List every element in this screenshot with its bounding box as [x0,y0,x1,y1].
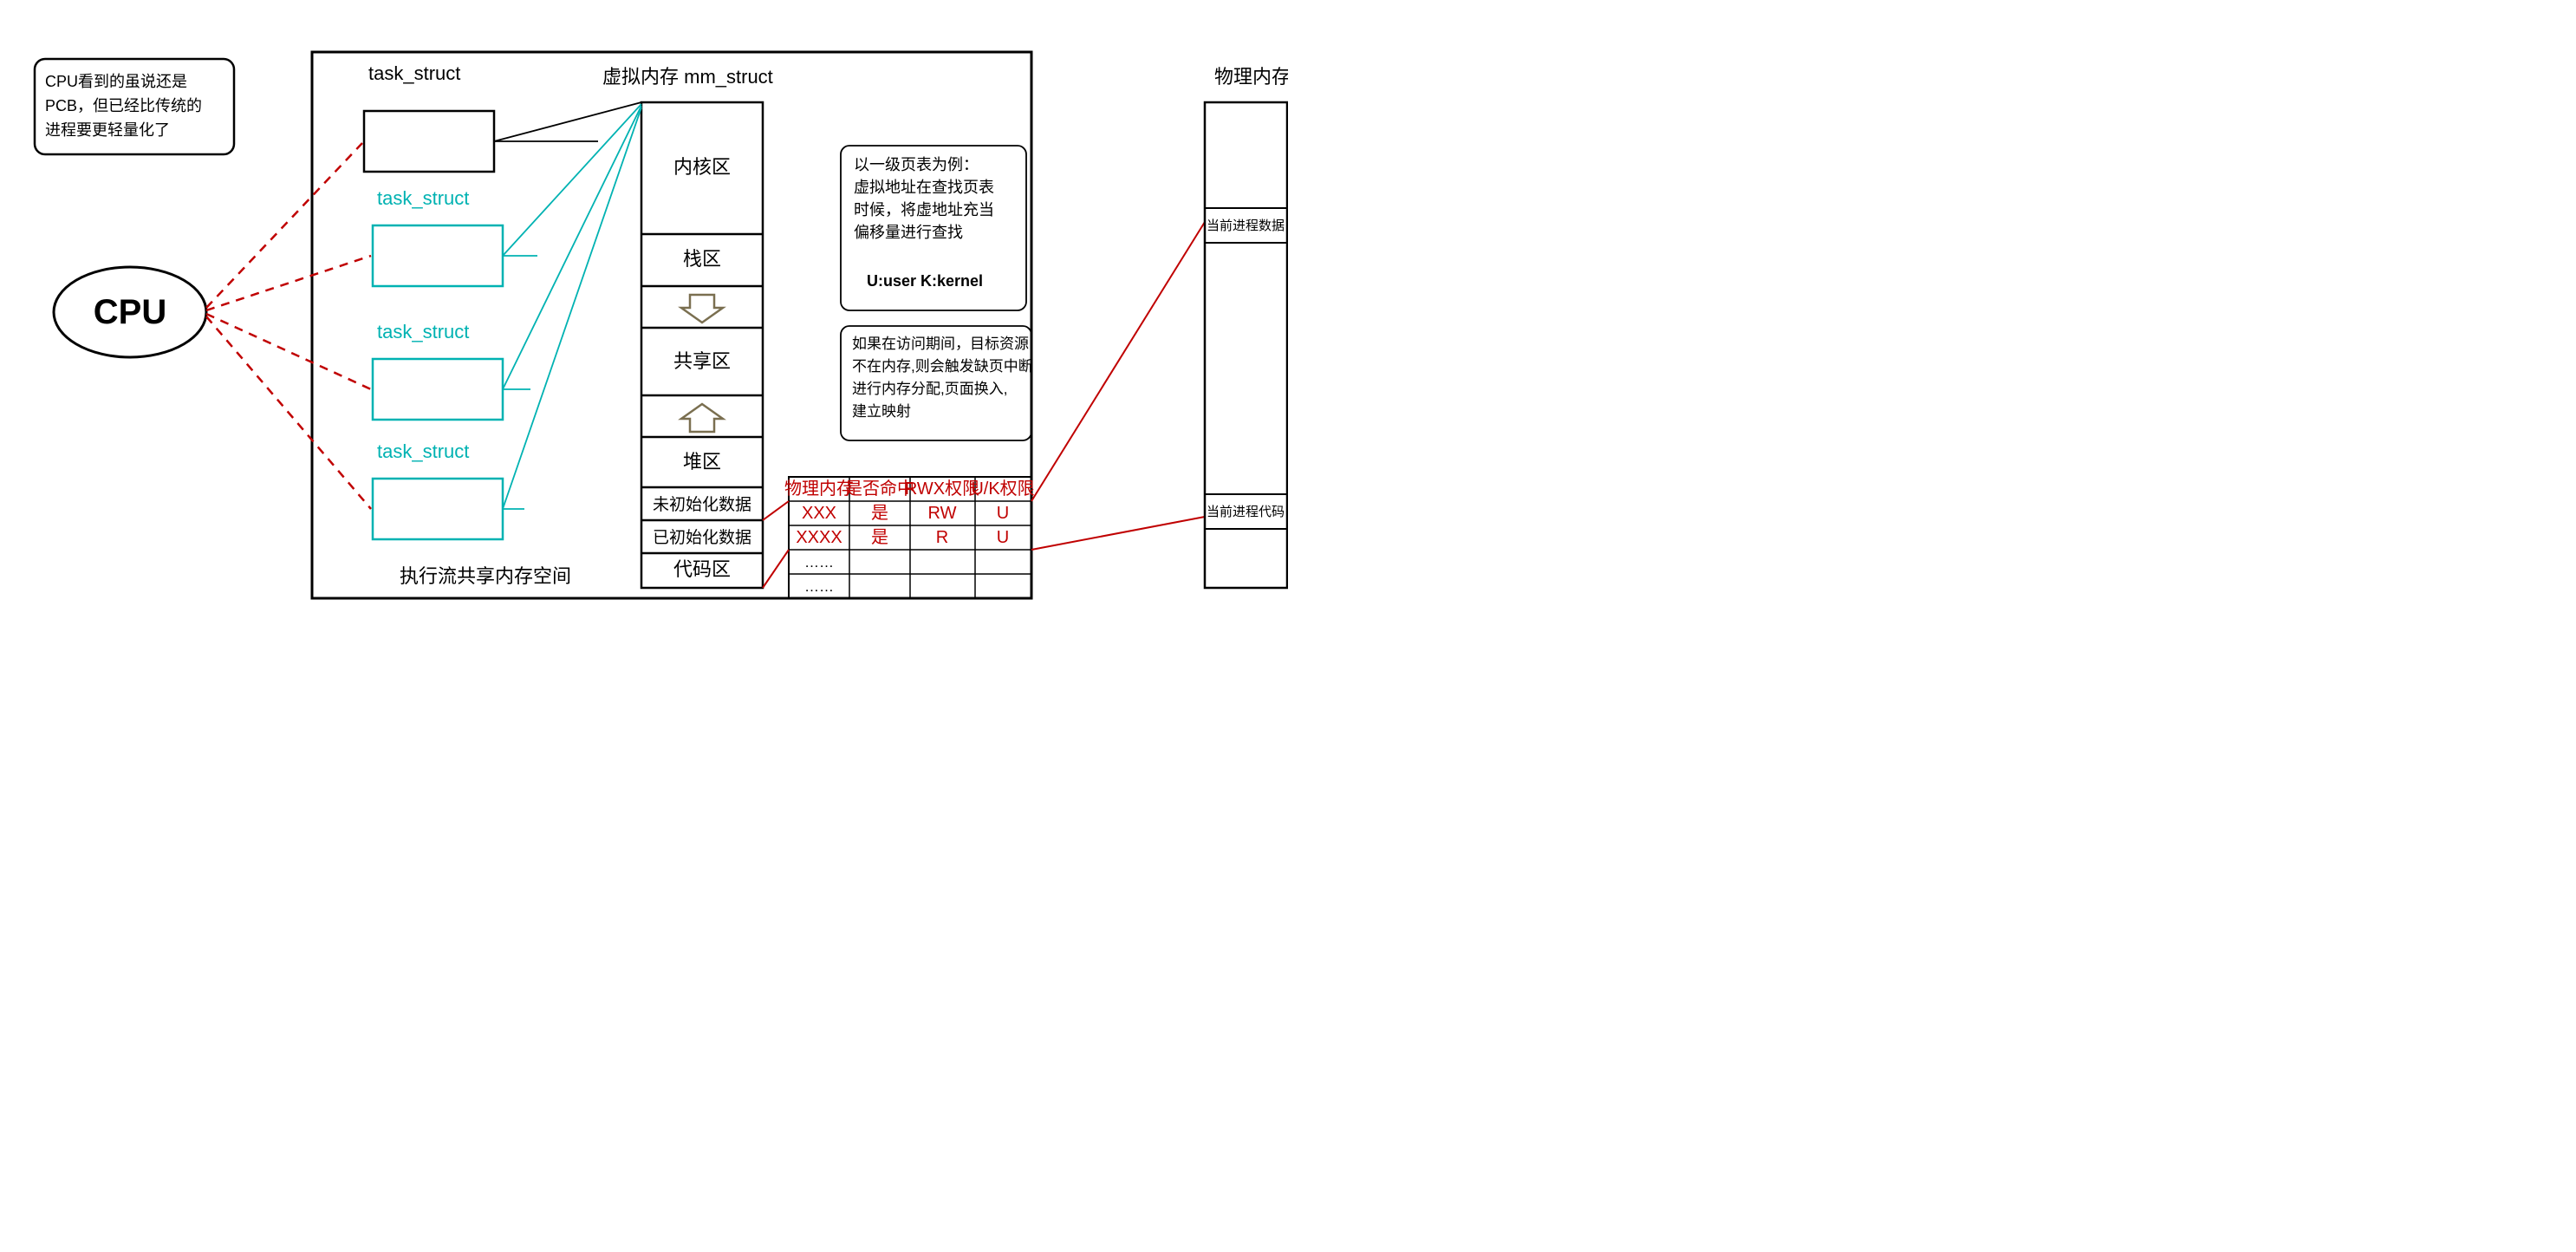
note1-l4: 偏移量进行查找 [854,224,963,241]
diagram-canvas: CPU看到的虽说还是 PCB，但已经比传统的 进程要更轻量化了 CPU task… [0,0,1288,626]
pmem-proccode: 当前进程代码 [1207,505,1285,519]
vmem-title: 虚拟内存 mm_struct [602,66,773,88]
th-0: 物理内存 [784,479,854,499]
note1-l1: 以一级页表为例： [854,156,979,173]
vmem-shared: 共享区 [673,350,731,372]
td-2-0: …… [804,554,834,571]
pmem-procdata: 当前进程数据 [1207,218,1285,233]
cpu-label: CPU [94,293,166,331]
task-struct-box-teal-2 [373,359,503,420]
td-1-3: U [997,528,1009,547]
td-1-0: XXXX [796,528,842,547]
cpu-note-line1: CPU看到的虽说还是 [45,73,187,90]
vmem-bss: 未初始化数据 [653,495,751,514]
td-0-2: RW [928,504,957,523]
vmem-stack: 栈区 [683,248,721,270]
down-arrow-icon [681,295,723,323]
note2-l4: 建立映射 [852,403,911,420]
task-struct-label-teal-2: task_struct [377,321,469,342]
task-struct-box-teal-1 [373,225,503,286]
cpu-note-line3: 进程要更轻量化了 [45,121,170,139]
note2-l3: 进行内存分配,页面换入, [852,381,1007,397]
mainbox-caption: 执行流共享内存空间 [400,565,571,587]
cpu-note-line2: PCB，但已经比传统的 [45,97,202,114]
task-struct-label-teal-1: task_struct [377,187,469,209]
cpu-dashed-lines [206,143,371,509]
task-struct-label-black: task_struct [368,62,460,84]
note1-l6: U:user K:kernel [867,272,983,290]
pmem-title: 物理内存 [1214,66,1288,88]
conn-black [494,102,641,141]
vmem-text: 代码区 [673,558,731,580]
td-3-0: …… [804,578,834,595]
note2-l2: 不在内存,则会触发缺页中断 [852,358,1033,375]
note1-l3: 时候，将虚地址充当 [854,201,994,218]
vmem-data: 已初始化数据 [653,528,751,547]
td-0-0: XXX [802,504,836,523]
td-1-1: 是 [871,528,888,547]
td-0-3: U [997,504,1009,523]
th-2: RWX权限 [905,479,979,499]
td-0-1: 是 [871,504,888,523]
th-3: U/K权限 [971,479,1034,499]
vmem-heap: 堆区 [683,451,721,473]
note1-l2: 虚拟地址在查找页表 [854,179,994,196]
task-struct-label-teal-3: task_struct [377,440,469,462]
td-1-2: R [936,528,948,547]
task-struct-box-teal-3 [373,479,503,539]
conn-teal-lines [503,104,641,509]
up-arrow-icon [681,404,723,432]
vmem-kernel: 内核区 [673,156,731,178]
page-table: 物理内存 是否命中 RWX权限 U/K权限 XXX 是 RW U XXXX 是 … [784,477,1035,598]
task-struct-box-black [364,111,494,172]
note2-l1: 如果在访问期间，目标资源 [852,336,1029,352]
